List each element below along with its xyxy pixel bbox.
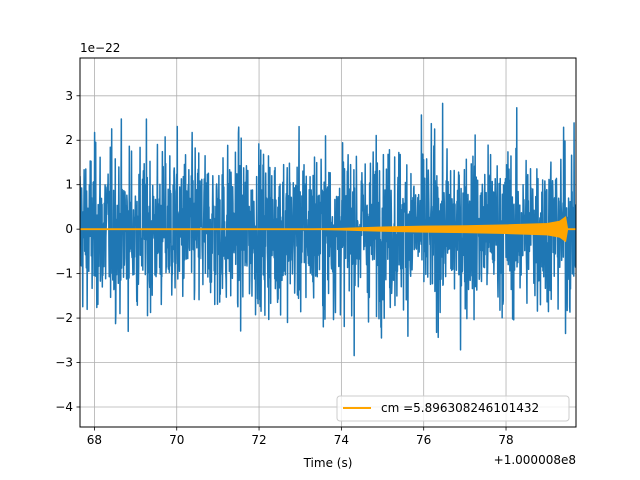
- x-tick-label: 76: [416, 433, 431, 447]
- legend: cm =5.896308246101432: [336, 395, 570, 422]
- x-tick-label: 72: [251, 433, 266, 447]
- y-tick-label: −3: [55, 356, 73, 370]
- plot-frame: [79, 57, 577, 428]
- x-offset-label: +1.000008e8: [494, 453, 576, 467]
- y-scale-label: 1e−22: [80, 41, 120, 55]
- x-tick-label: 74: [334, 433, 349, 447]
- x-axis-label: Time (s): [303, 456, 353, 470]
- y-tick-label: 3: [65, 89, 73, 103]
- x-tick-label: 68: [87, 433, 102, 447]
- y-tick-label: −4: [55, 400, 73, 414]
- y-tick-label: 0: [65, 222, 73, 236]
- tick-layer: 68 70 72 74 76 78 3 2 1 0 −1 −2 −3 −4: [55, 89, 513, 447]
- y-tick-label: 1: [65, 178, 73, 192]
- legend-label-chirp: cm =5.896308246101432: [381, 401, 539, 415]
- x-tick-label: 78: [498, 433, 513, 447]
- data-layer: [80, 102, 576, 357]
- legend-box: [336, 395, 570, 422]
- y-tick-label: −1: [55, 267, 73, 281]
- x-tick-label: 70: [169, 433, 184, 447]
- y-tick-label: 2: [65, 133, 73, 147]
- y-tick-label: −2: [55, 311, 73, 325]
